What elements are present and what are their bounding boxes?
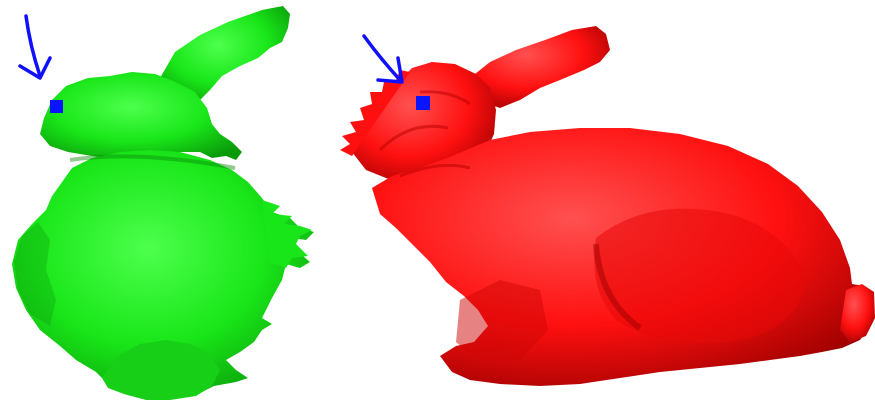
red-arrow	[362, 34, 404, 84]
red-marker-square	[416, 96, 430, 110]
bunny-green	[12, 6, 314, 400]
green-shadow	[14, 222, 56, 326]
red-head-texture	[378, 90, 471, 178]
red-foreleg	[456, 280, 548, 362]
green-arrow	[18, 14, 52, 80]
green-neck-crease	[69, 154, 236, 170]
green-marker-square	[50, 100, 63, 113]
red-tail	[840, 284, 875, 342]
red-jagged-edge	[340, 70, 410, 156]
green-head	[40, 72, 242, 160]
red-ear	[470, 26, 610, 108]
green-ear	[160, 6, 290, 104]
green-body	[12, 150, 314, 398]
green-jagged-edge	[262, 200, 312, 268]
green-foot	[102, 340, 220, 400]
red-haunch-shadow	[593, 243, 642, 331]
red-haunch	[594, 208, 806, 344]
bunny-red	[340, 26, 875, 386]
